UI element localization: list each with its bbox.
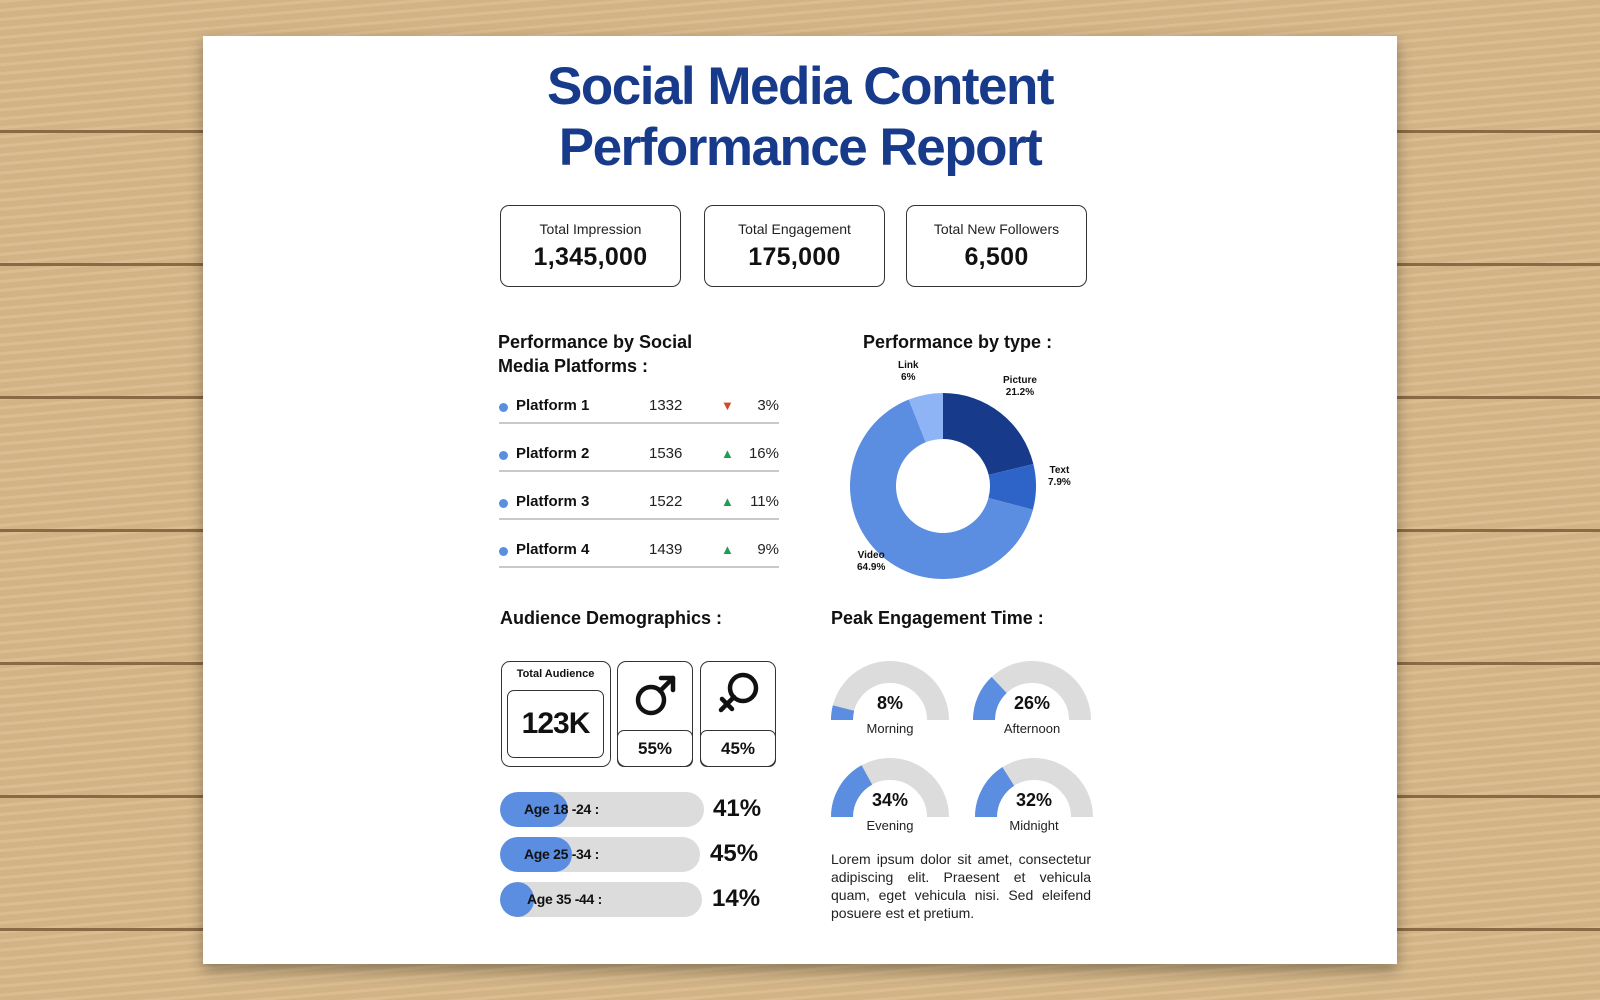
platform-name: Platform 1	[516, 397, 589, 414]
female-card: 45%	[700, 661, 776, 767]
bullet-dot-icon	[499, 403, 508, 412]
platforms-title-line-1: Performance by Social	[498, 330, 692, 354]
kpi-value: 6,500	[907, 243, 1086, 272]
platform-row: Platform 3 1522 ▲ 11%	[499, 480, 779, 520]
age-percentage: 41%	[713, 795, 761, 823]
platform-value: 1332	[649, 397, 682, 414]
platform-row: Platform 4 1439 ▲ 9%	[499, 528, 779, 568]
peak-engagement-title: Peak Engagement Time :	[831, 606, 1044, 630]
platforms-section-title: Performance by Social Media Platforms :	[498, 330, 692, 378]
demographics-title: Audience Demographics :	[500, 606, 722, 630]
report-title-line-1: Social Media Content	[203, 56, 1397, 117]
trend-up-icon: ▲	[721, 494, 734, 509]
trend-down-icon: ▼	[721, 398, 734, 413]
total-audience-value: 123K	[507, 690, 604, 758]
gauge-label: Morning	[831, 721, 949, 736]
total-audience-label: Total Audience	[502, 668, 609, 680]
platform-row: Platform 1 1332 ▼ 3%	[499, 384, 779, 424]
total-audience-card: Total Audience 123K	[501, 661, 611, 767]
female-percentage: 45%	[700, 730, 776, 767]
age-percentage: 14%	[712, 885, 760, 913]
platform-value: 1522	[649, 493, 682, 510]
age-percentage: 45%	[710, 840, 758, 868]
donut-slice-picture	[943, 393, 1033, 475]
gauge-evening: 34% Evening	[831, 758, 949, 838]
kpi-value: 1,345,000	[501, 243, 680, 272]
gauge-afternoon: 26% Afternoon	[973, 661, 1091, 741]
slice-label-video: Video 64.9%	[857, 550, 885, 574]
platform-change: 11%	[750, 493, 779, 510]
gauge-label: Midnight	[975, 818, 1093, 833]
kpi-label: Total New Followers	[907, 221, 1086, 237]
peak-description: Lorem ipsum dolor sit amet, consectetur …	[831, 850, 1091, 922]
platform-change: 16%	[749, 445, 779, 462]
report-sheet: Social Media Content Performance Report …	[203, 36, 1397, 964]
gauge-midnight: 32% Midnight	[975, 758, 1093, 838]
slice-label-picture: Picture 21.2%	[1003, 375, 1037, 399]
gauge-value: 34%	[831, 790, 949, 811]
gauge-label: Evening	[831, 818, 949, 833]
kpi-card-impression: Total Impression 1,345,000	[500, 205, 681, 287]
bullet-dot-icon	[499, 547, 508, 556]
report-title: Social Media Content Performance Report	[203, 56, 1397, 178]
female-symbol-icon	[713, 668, 765, 720]
kpi-label: Total Engagement	[705, 221, 884, 237]
type-chart-title: Performance by type :	[863, 330, 1052, 354]
gauge-label: Afternoon	[973, 721, 1091, 736]
kpi-card-engagement: Total Engagement 175,000	[704, 205, 885, 287]
platform-change: 3%	[757, 397, 779, 414]
kpi-label: Total Impression	[501, 221, 680, 237]
male-card: 55%	[617, 661, 693, 767]
male-percentage: 55%	[617, 730, 693, 767]
platform-value: 1536	[649, 445, 682, 462]
trend-up-icon: ▲	[721, 446, 734, 461]
platform-name: Platform 4	[516, 541, 589, 558]
platform-change: 9%	[757, 541, 779, 558]
gauge-morning: 8% Morning	[831, 661, 949, 741]
platform-value: 1439	[649, 541, 682, 558]
trend-up-icon: ▲	[721, 542, 734, 557]
gauge-value: 26%	[973, 693, 1091, 714]
age-bar-35-44: Age 35 -44 :	[500, 882, 702, 917]
platform-name: Platform 2	[516, 445, 589, 462]
age-bar-label: Age 18 -24 :	[524, 801, 599, 817]
slice-label-text: Text 7.9%	[1048, 465, 1071, 489]
kpi-value: 175,000	[705, 243, 884, 272]
bullet-dot-icon	[499, 499, 508, 508]
age-bar-label: Age 25 -34 :	[524, 846, 599, 862]
platform-row: Platform 2 1536 ▲ 16%	[499, 432, 779, 472]
age-bar-25-34: Age 25 -34 :	[500, 837, 700, 872]
platform-name: Platform 3	[516, 493, 589, 510]
platforms-title-line-2: Media Platforms :	[498, 354, 692, 378]
bullet-dot-icon	[499, 451, 508, 460]
age-bar-18-24: Age 18 -24 :	[500, 792, 704, 827]
slice-label-link: Link 6%	[898, 360, 919, 384]
report-title-line-2: Performance Report	[203, 117, 1397, 178]
gauge-value: 8%	[831, 693, 949, 714]
gauge-value: 32%	[975, 790, 1093, 811]
kpi-card-new-followers: Total New Followers 6,500	[906, 205, 1087, 287]
age-bar-label: Age 35 -44 :	[527, 891, 602, 907]
male-symbol-icon	[631, 670, 681, 720]
